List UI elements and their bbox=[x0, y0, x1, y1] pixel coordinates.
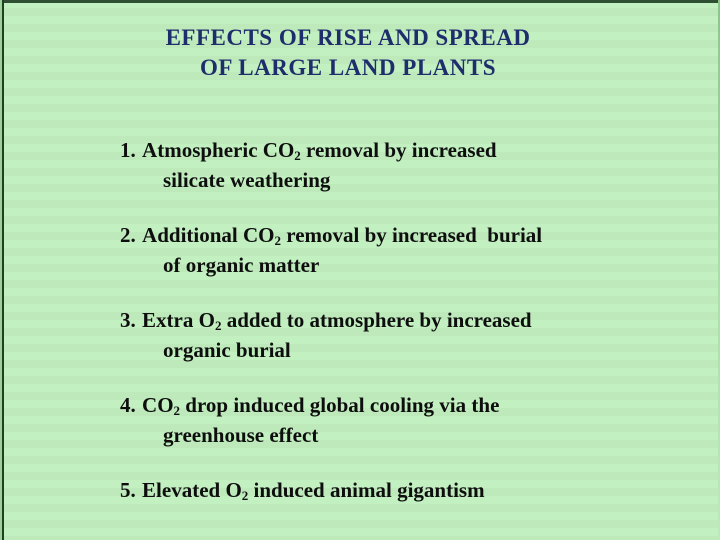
slide-right-edge bbox=[718, 0, 720, 540]
item-text: Atmospheric CO bbox=[142, 138, 295, 162]
item-number: 4. bbox=[120, 393, 136, 417]
list-item-4: 4. CO2 drop induced global cooling via th… bbox=[120, 390, 690, 450]
list-item-5: 5. Elevated O2 induced animal gigantism bbox=[120, 475, 690, 505]
chemical-subscript: 2 bbox=[241, 487, 249, 503]
item-text: Elevated O bbox=[142, 478, 242, 502]
item-number: 5. bbox=[120, 478, 136, 502]
chemical-subscript: 2 bbox=[294, 147, 301, 163]
slide-top-border bbox=[0, 0, 720, 3]
list-item-4-line2: greenhouse effect bbox=[163, 423, 319, 447]
list-item-3-line2: organic burial bbox=[163, 338, 291, 362]
item-number: 3. bbox=[120, 308, 136, 332]
slide-title: EFFECTS OF RISE AND SPREAD OF LARGE LAND… bbox=[0, 23, 696, 83]
slide-left-edge bbox=[0, 0, 2, 540]
item-text: CO bbox=[142, 393, 174, 417]
item-text: added to atmosphere by increased bbox=[221, 308, 532, 332]
item-text: removal by increased bbox=[300, 138, 497, 162]
slide-title-line2: OF LARGE LAND PLANTS bbox=[199, 55, 497, 80]
list-item-4-line1: 4. CO2 drop induced global cooling via th… bbox=[120, 390, 690, 420]
list-item-1-line1: 1. Atmospheric CO2 removal by increased bbox=[120, 135, 690, 165]
item-number: 2. bbox=[120, 223, 136, 247]
list-item-1: 1. Atmospheric CO2 removal by increased s… bbox=[120, 135, 690, 195]
chemical-subscript: 2 bbox=[214, 317, 222, 333]
chemical-subscript: 2 bbox=[173, 402, 181, 418]
list-item-3: 3. Extra O2 added to atmosphere by increa… bbox=[120, 305, 690, 365]
item-text: removal by increased burial bbox=[281, 223, 543, 247]
list-item-1-line2: silicate weathering bbox=[163, 168, 331, 192]
slide-title-line1: EFFECTS OF RISE AND SPREAD bbox=[165, 25, 531, 50]
item-text: Extra O bbox=[142, 308, 215, 332]
list-item-3-line1: 3. Extra O2 added to atmosphere by increa… bbox=[120, 305, 690, 335]
list-item-2-line1: 2. Additional CO2 removal by increased bu… bbox=[120, 220, 690, 250]
list-item-2-line2: of organic matter bbox=[163, 253, 320, 277]
effects-list: 1. Atmospheric CO2 removal by increased s… bbox=[120, 135, 690, 530]
item-text: drop induced global cooling via the bbox=[180, 393, 500, 417]
slide-left-border-line bbox=[2, 0, 4, 540]
item-number: 1. bbox=[120, 138, 136, 162]
item-text: Additional CO bbox=[142, 223, 275, 247]
chemical-subscript: 2 bbox=[274, 232, 282, 248]
list-item-2: 2. Additional CO2 removal by increased bu… bbox=[120, 220, 690, 280]
list-item-5-line1: 5. Elevated O2 induced animal gigantism bbox=[120, 475, 690, 505]
item-text: induced animal gigantism bbox=[248, 478, 485, 502]
